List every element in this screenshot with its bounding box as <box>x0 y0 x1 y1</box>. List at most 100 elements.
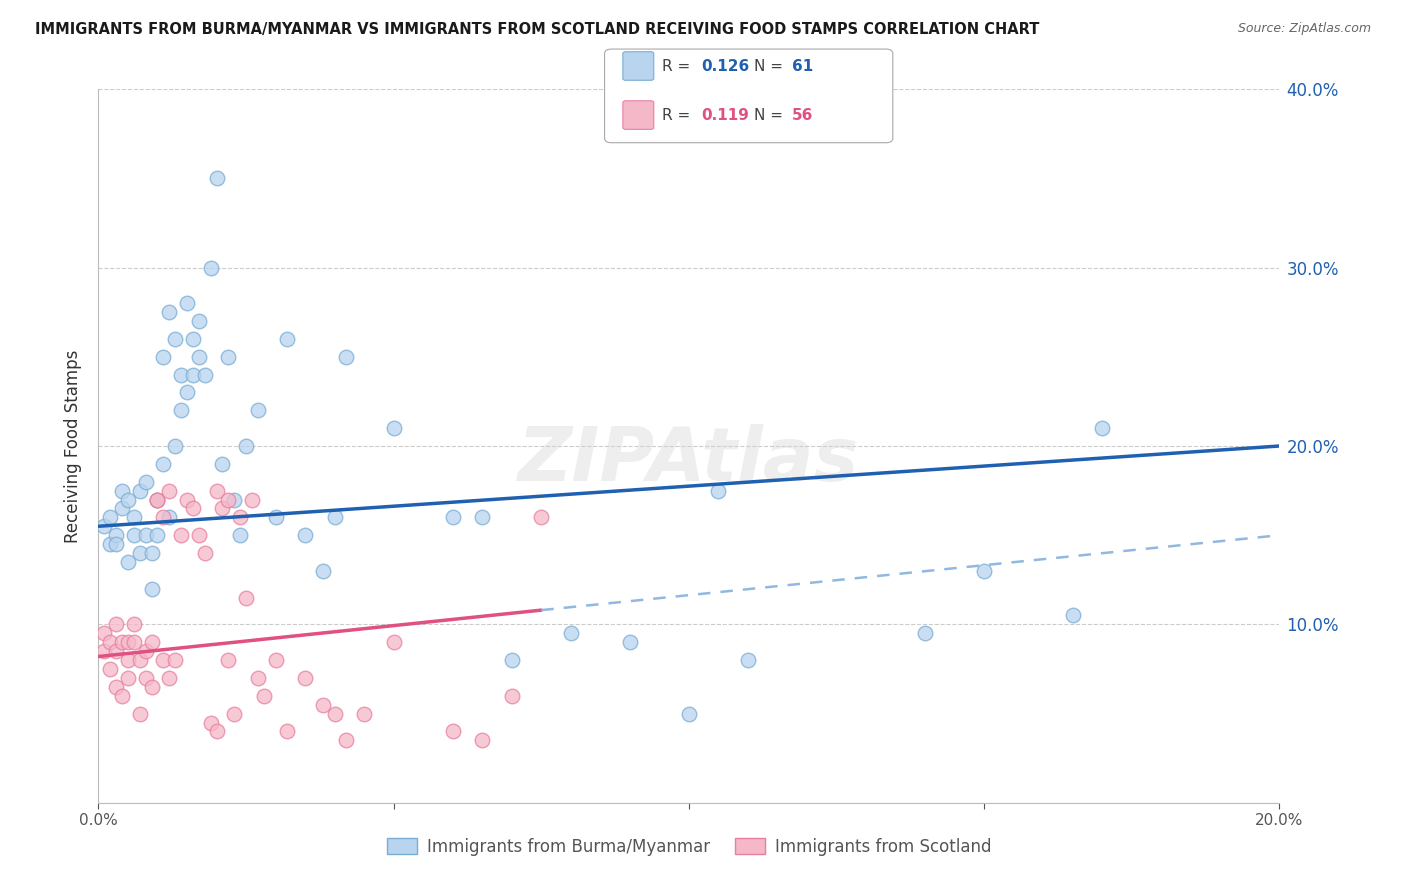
Point <box>135 644 157 658</box>
Point <box>240 492 263 507</box>
Point <box>165 653 187 667</box>
Point <box>737 653 759 667</box>
Point <box>152 457 174 471</box>
Point <box>276 724 298 739</box>
Point <box>170 528 193 542</box>
Point <box>678 706 700 721</box>
Point <box>152 653 174 667</box>
Point <box>253 689 276 703</box>
Point <box>246 671 269 685</box>
Text: 0.126: 0.126 <box>702 59 749 73</box>
Text: IMMIGRANTS FROM BURMA/MYANMAR VS IMMIGRANTS FROM SCOTLAND RECEIVING FOOD STAMPS : IMMIGRANTS FROM BURMA/MYANMAR VS IMMIGRA… <box>35 22 1039 37</box>
Point <box>205 483 228 498</box>
Text: N =: N = <box>754 108 787 122</box>
Point <box>152 350 174 364</box>
Point <box>135 528 157 542</box>
Point <box>93 519 115 533</box>
Legend: Immigrants from Burma/Myanmar, Immigrants from Scotland: Immigrants from Burma/Myanmar, Immigrant… <box>380 831 998 863</box>
Point <box>98 537 121 551</box>
Point <box>246 403 269 417</box>
Point <box>471 510 494 524</box>
Point <box>264 510 287 524</box>
Point <box>176 492 198 507</box>
Point <box>176 296 198 310</box>
Text: Source: ZipAtlas.com: Source: ZipAtlas.com <box>1237 22 1371 36</box>
Point <box>441 724 464 739</box>
Point <box>1091 421 1114 435</box>
Point <box>205 724 228 739</box>
Point <box>111 483 134 498</box>
Point <box>157 483 180 498</box>
Point <box>141 582 163 596</box>
Point <box>170 403 193 417</box>
Point <box>146 492 169 507</box>
Point <box>93 644 115 658</box>
Point <box>152 510 174 524</box>
Point <box>194 368 217 382</box>
Point <box>217 492 239 507</box>
Point <box>128 483 150 498</box>
Point <box>117 653 139 667</box>
Point <box>187 350 209 364</box>
Point <box>335 350 357 364</box>
Point <box>200 715 222 730</box>
Point <box>471 733 494 747</box>
Point <box>973 564 995 578</box>
Point <box>312 698 335 712</box>
Point <box>353 706 375 721</box>
Point <box>235 439 257 453</box>
Point <box>93 626 115 640</box>
Point <box>165 332 187 346</box>
Point <box>619 635 641 649</box>
Point <box>105 528 128 542</box>
Point <box>105 617 128 632</box>
Point <box>117 635 139 649</box>
Point <box>294 528 316 542</box>
Point <box>194 546 217 560</box>
Point <box>229 528 252 542</box>
Point <box>146 492 169 507</box>
Point <box>157 510 180 524</box>
Point <box>105 680 128 694</box>
Point <box>98 510 121 524</box>
Point <box>382 421 405 435</box>
Y-axis label: Receiving Food Stamps: Receiving Food Stamps <box>65 350 83 542</box>
Text: N =: N = <box>754 59 787 73</box>
Point <box>122 510 145 524</box>
Point <box>176 385 198 400</box>
Point <box>117 492 139 507</box>
Point <box>146 528 169 542</box>
Point <box>117 671 139 685</box>
Point <box>187 528 209 542</box>
Point <box>530 510 553 524</box>
Point <box>181 501 204 516</box>
Point <box>135 671 157 685</box>
Point <box>128 546 150 560</box>
Point <box>276 332 298 346</box>
Point <box>501 653 523 667</box>
Point <box>312 564 335 578</box>
Point <box>1062 608 1084 623</box>
Point <box>135 475 157 489</box>
Point <box>224 706 246 721</box>
Point <box>294 671 316 685</box>
Point <box>128 653 150 667</box>
Point <box>323 706 346 721</box>
Point <box>111 635 134 649</box>
Text: R =: R = <box>662 108 696 122</box>
Point <box>382 635 405 649</box>
Point <box>224 492 246 507</box>
Point <box>211 457 233 471</box>
Point <box>181 368 204 382</box>
Point <box>707 483 730 498</box>
Point <box>335 733 357 747</box>
Point <box>157 671 180 685</box>
Point <box>157 305 180 319</box>
Point <box>141 635 163 649</box>
Text: ZIPAtlas: ZIPAtlas <box>519 424 859 497</box>
Text: 0.119: 0.119 <box>702 108 749 122</box>
Point <box>323 510 346 524</box>
Point <box>122 617 145 632</box>
Text: 61: 61 <box>792 59 813 73</box>
Point <box>211 501 233 516</box>
